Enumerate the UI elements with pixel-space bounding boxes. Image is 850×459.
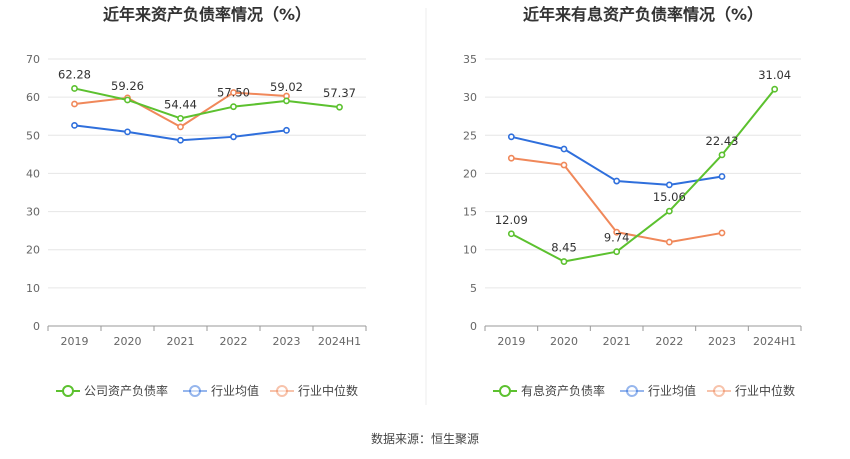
data-label: 15.06: [653, 190, 686, 204]
legend-label: 公司资产负债率: [84, 383, 168, 398]
y-tick-label: 5: [470, 282, 477, 295]
y-tick-label: 40: [26, 167, 40, 180]
data-label: 59.02: [270, 80, 303, 94]
y-tick-label: 0: [470, 320, 477, 333]
data-point[interactable]: [613, 248, 621, 256]
data-point[interactable]: [560, 161, 568, 169]
legend-marker: [189, 385, 201, 397]
x-tick-label: 2022: [220, 335, 248, 348]
x-tick-label: 2019: [497, 335, 525, 348]
data-point[interactable]: [177, 114, 184, 122]
legend-marker: [713, 385, 725, 397]
legend-label: 行业中位数: [298, 383, 358, 398]
legend-item-0[interactable]: 有息资产负债率: [493, 383, 605, 398]
y-tick-label: 35: [463, 53, 477, 66]
data-point[interactable]: [71, 85, 78, 92]
chart-title: 近年来有息资产负债率情况（%）: [523, 5, 763, 24]
data-label: 8.45: [551, 241, 577, 255]
x-tick-label: 2024H1: [753, 335, 796, 348]
y-tick-label: 30: [463, 91, 477, 104]
data-point[interactable]: [613, 177, 621, 185]
data-point[interactable]: [283, 126, 290, 134]
data-point[interactable]: [718, 173, 726, 180]
y-tick-label: 70: [26, 53, 40, 66]
x-tick-label: 2024H1: [318, 335, 361, 348]
data-point[interactable]: [230, 89, 237, 96]
legend-item-2[interactable]: 行业中位数: [707, 383, 795, 398]
x-tick-label: 2021: [603, 335, 631, 348]
x-tick-label: 2020: [114, 335, 142, 348]
data-source: 数据来源：恒生聚源: [371, 431, 479, 446]
data-point[interactable]: [665, 207, 673, 215]
data-point[interactable]: [613, 228, 621, 236]
y-tick-label: 10: [463, 244, 477, 257]
data-label: 22.43: [706, 134, 739, 148]
y-tick-label: 15: [463, 206, 477, 219]
data-point[interactable]: [507, 133, 515, 141]
data-point[interactable]: [507, 230, 515, 238]
y-tick-label: 50: [26, 129, 40, 142]
x-tick-label: 2023: [708, 335, 736, 348]
debt-ratio-chart: 近年来资产负债率情况（%） 0 10 20 30 40 50 60 70 2019 2020 2021…: [26, 5, 367, 398]
data-point[interactable]: [71, 121, 78, 129]
x-tick-label: 2019: [61, 335, 89, 348]
series-line-0: [510, 88, 776, 263]
data-point[interactable]: [124, 96, 131, 104]
y-tick-label: 30: [26, 206, 40, 219]
data-point[interactable]: [124, 128, 131, 136]
legend-item-0[interactable]: 公司资产负债率: [56, 383, 168, 398]
x-tick-label: 2020: [550, 335, 578, 348]
data-label: 54.44: [164, 97, 197, 111]
data-point[interactable]: [336, 103, 343, 111]
chart-title: 近年来资产负债率情况（%）: [103, 5, 311, 24]
data-point[interactable]: [230, 103, 237, 111]
data-point[interactable]: [560, 145, 568, 153]
y-tick-label: 20: [463, 167, 477, 180]
interest-debt-ratio-chart: 近年来有息资产负债率情况（%） 0 5 10 15 20 25 30 35 2019 2020 202…: [463, 5, 802, 398]
data-point[interactable]: [230, 133, 237, 141]
legend-marker: [626, 385, 638, 397]
legend-label: 行业均值: [211, 383, 259, 398]
y-tick-label: 20: [26, 244, 40, 257]
data-point[interactable]: [665, 238, 673, 246]
y-tick-label: 60: [26, 91, 40, 104]
data-point[interactable]: [507, 154, 515, 162]
data-point[interactable]: [718, 229, 726, 237]
series-line-0: [74, 87, 340, 120]
data-label: 57.50: [217, 86, 250, 100]
legend-marker: [276, 385, 288, 397]
data-label: 9.74: [604, 231, 630, 245]
y-tick-label: 25: [463, 129, 477, 142]
data-label: 31.04: [758, 68, 791, 82]
data-label: 57.37: [323, 86, 356, 100]
data-point[interactable]: [560, 258, 568, 265]
legend-marker: [62, 385, 74, 397]
data-point[interactable]: [283, 97, 290, 105]
y-tick-label: 10: [26, 282, 40, 295]
data-point[interactable]: [718, 151, 726, 159]
legend-item-1[interactable]: 行业均值: [183, 383, 259, 398]
legend-label: 行业均值: [648, 383, 696, 398]
x-tick-label: 2023: [273, 335, 301, 348]
legend-marker: [499, 385, 511, 397]
data-label: 62.28: [58, 67, 91, 81]
legend-label: 行业中位数: [735, 383, 795, 398]
y-tick-label: 0: [33, 320, 40, 333]
x-tick-label: 2021: [167, 335, 195, 348]
legend-label: 有息资产负债率: [521, 383, 605, 398]
legend-item-1[interactable]: 行业均值: [620, 383, 696, 398]
data-point[interactable]: [177, 123, 184, 131]
data-label: 12.09: [495, 213, 528, 227]
data-point[interactable]: [771, 85, 779, 93]
data-point[interactable]: [71, 100, 78, 108]
data-label: 59.26: [111, 79, 144, 93]
legend-item-2[interactable]: 行业中位数: [270, 383, 358, 398]
x-tick-label: 2022: [655, 335, 683, 348]
data-point[interactable]: [177, 136, 184, 144]
data-point[interactable]: [665, 181, 673, 189]
